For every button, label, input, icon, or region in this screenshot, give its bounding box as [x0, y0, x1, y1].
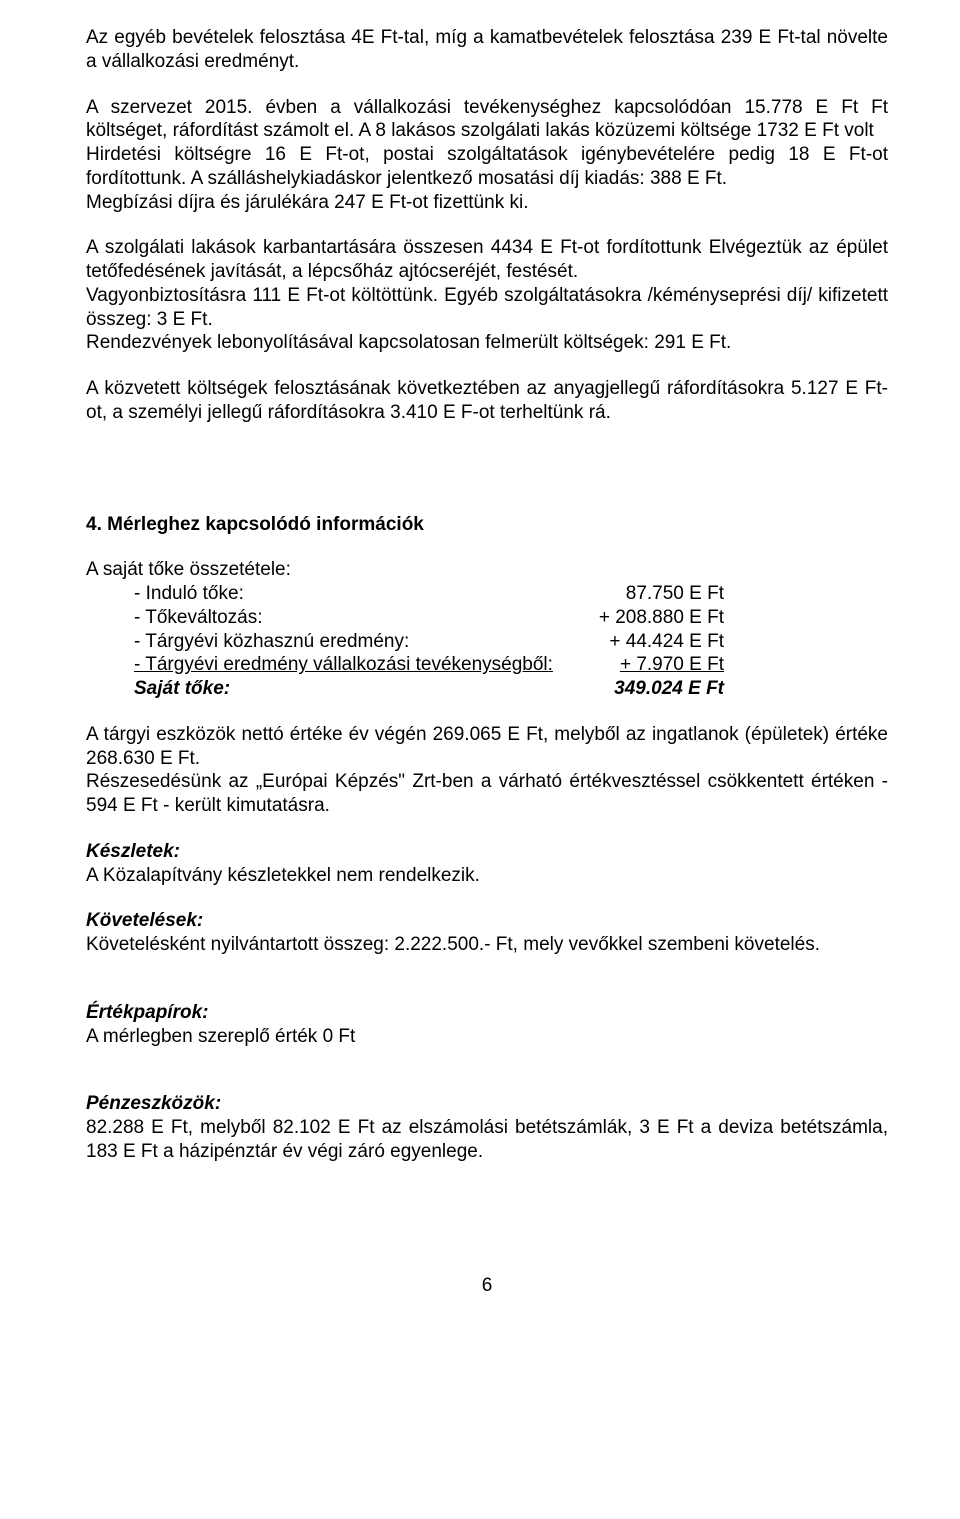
section-4-title: 4. Mérleghez kapcsolódó információk	[86, 513, 888, 537]
heading-kovetelesek: Követelések:	[86, 909, 888, 933]
equity-label: - Tárgyévi eredmény vállalkozási tevéken…	[134, 653, 554, 677]
paragraph-7: Rendezvények lebonyolításával kapcsolato…	[86, 331, 888, 355]
paragraph-3: Hirdetési költségre 16 E Ft-ot, postai s…	[86, 143, 888, 191]
paragraph-8: A közvetett költségek felosztásának köve…	[86, 377, 888, 425]
equity-value: 87.750 E Ft	[554, 582, 724, 606]
equity-value: 349.024 E Ft	[554, 677, 724, 701]
paragraph-11: A Közalapítvány készletekkel nem rendelk…	[86, 864, 888, 888]
equity-label: - Tárgyévi közhasznú eredmény:	[134, 630, 554, 654]
heading-keszletek: Készletek:	[86, 840, 888, 864]
equity-table: - Induló tőke: 87.750 E Ft - Tőkeváltozá…	[86, 582, 888, 701]
paragraph-10: Részesedésünk az „Európai Képzés" Zrt-be…	[86, 770, 888, 818]
equity-row-kozhasznu: - Tárgyévi közhasznú eredmény: + 44.424 …	[134, 630, 888, 654]
equity-value: + 7.970 E Ft	[554, 653, 724, 677]
equity-row-sajat-toke: Saját tőke: 349.024 E Ft	[134, 677, 888, 701]
paragraph-4: Megbízási díjra és járulékára 247 E Ft-o…	[86, 191, 888, 215]
paragraph-6: Vagyonbiztosításra 111 E Ft-ot költöttün…	[86, 284, 888, 332]
equity-label: Saját tőke:	[134, 677, 554, 701]
equity-row-vallalkozasi: - Tárgyévi eredmény vállalkozási tevéken…	[134, 653, 888, 677]
paragraph-1: Az egyéb bevételek felosztása 4E Ft-tal,…	[86, 26, 888, 74]
equity-heading: A saját tőke összetétele:	[86, 558, 888, 582]
equity-label: - Tőkeváltozás:	[134, 606, 554, 630]
paragraph-2: A szervezet 2015. évben a vállalkozási t…	[86, 96, 888, 144]
equity-value: + 44.424 E Ft	[554, 630, 724, 654]
equity-row-indulo: - Induló tőke: 87.750 E Ft	[134, 582, 888, 606]
equity-label: - Induló tőke:	[134, 582, 554, 606]
heading-ertekpapir: Értékpapírok:	[86, 1001, 888, 1025]
paragraph-9: A tárgyi eszközök nettó értéke év végén …	[86, 723, 888, 771]
page-number: 6	[86, 1274, 888, 1298]
paragraph-12: Követelésként nyilvántartott összeg: 2.2…	[86, 933, 888, 957]
paragraph-14: 82.288 E Ft, melyből 82.102 E Ft az elsz…	[86, 1116, 888, 1164]
equity-row-tokevaltozas: - Tőkeváltozás: + 208.880 E Ft	[134, 606, 888, 630]
heading-penzeszkoz: Pénzeszközök:	[86, 1092, 888, 1116]
paragraph-13: A mérlegben szereplő érték 0 Ft	[86, 1025, 888, 1049]
paragraph-5: A szolgálati lakások karbantartására öss…	[86, 236, 888, 284]
equity-value: + 208.880 E Ft	[554, 606, 724, 630]
